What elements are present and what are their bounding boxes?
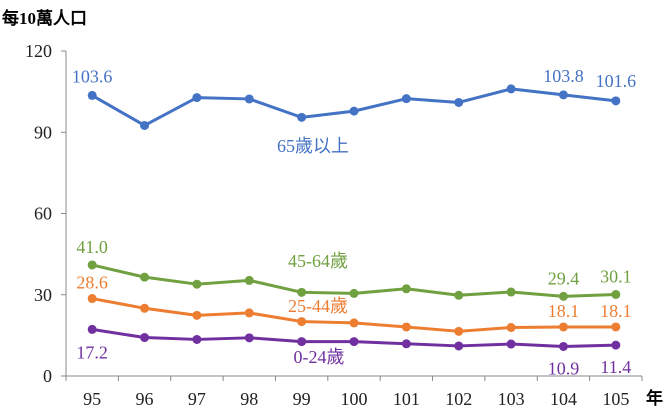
data-point — [611, 96, 621, 106]
data-point — [192, 334, 202, 344]
data-point — [192, 279, 202, 289]
data-point — [506, 287, 516, 297]
data-label: 10.9 — [548, 358, 580, 378]
data-point — [297, 317, 307, 327]
data-point — [401, 284, 411, 294]
data-point — [611, 289, 621, 299]
x-tick-label: 101 — [393, 389, 420, 408]
x-tick-label: 104 — [550, 389, 577, 408]
y-tick-label: 60 — [34, 204, 52, 224]
data-label: 103.8 — [543, 66, 584, 86]
data-point — [558, 291, 568, 301]
x-tick-label: 99 — [293, 389, 311, 408]
data-point — [454, 290, 464, 300]
data-point — [349, 106, 359, 116]
data-point — [401, 322, 411, 332]
x-tick-label: 105 — [602, 389, 629, 408]
data-point — [454, 326, 464, 336]
data-point — [140, 303, 150, 313]
data-point — [454, 341, 464, 351]
data-point — [87, 324, 97, 334]
data-point — [140, 272, 150, 282]
data-label: 101.6 — [596, 71, 637, 91]
y-tick-label: 120 — [25, 41, 52, 61]
y-tick-label: 90 — [34, 122, 52, 142]
data-point — [244, 308, 254, 318]
x-tick-label: 96 — [136, 389, 154, 408]
x-tick-label: 95 — [83, 389, 101, 408]
x-tick-label: 103 — [498, 389, 525, 408]
data-label: 103.6 — [72, 66, 113, 86]
x-tick-label: 97 — [188, 389, 206, 408]
data-point — [558, 90, 568, 100]
data-point — [87, 90, 97, 100]
data-point — [140, 333, 150, 343]
data-point — [297, 287, 307, 297]
data-point — [349, 288, 359, 298]
data-point — [454, 97, 464, 107]
series-name-label: 45-64歲 — [288, 251, 348, 271]
data-label: 11.4 — [600, 357, 631, 377]
y-tick-label: 30 — [34, 285, 52, 305]
data-point — [349, 337, 359, 347]
data-point — [611, 340, 621, 350]
data-point — [87, 294, 97, 304]
x-tick-label: 100 — [341, 389, 368, 408]
y-axis-title: 每10萬人口 — [2, 8, 87, 28]
x-axis-unit: 年 — [646, 388, 663, 408]
data-point — [297, 337, 307, 347]
data-point — [244, 333, 254, 343]
series-name-label: 65歲以上 — [277, 136, 349, 156]
data-point — [506, 84, 516, 94]
data-point — [244, 94, 254, 104]
data-point — [611, 322, 621, 332]
data-point — [349, 318, 359, 328]
data-point — [558, 322, 568, 332]
data-point — [140, 120, 150, 130]
data-point — [192, 93, 202, 103]
data-label: 30.1 — [600, 266, 632, 286]
data-point — [244, 275, 254, 285]
data-point — [401, 94, 411, 104]
data-point — [558, 341, 568, 351]
data-label: 18.1 — [600, 301, 632, 321]
data-point — [401, 339, 411, 349]
data-label: 17.2 — [76, 342, 108, 362]
data-point — [297, 112, 307, 122]
series-name-label: 0-24歲 — [294, 347, 345, 367]
data-point — [192, 310, 202, 320]
data-point — [506, 323, 516, 333]
data-label: 29.4 — [548, 268, 580, 288]
x-tick-label: 98 — [240, 389, 258, 408]
data-point — [87, 260, 97, 270]
data-point — [506, 339, 516, 349]
data-label: 28.6 — [76, 273, 108, 293]
x-tick-label: 102 — [445, 389, 472, 408]
series-name-label: 25-44歲 — [288, 296, 348, 316]
y-tick-label: 0 — [43, 366, 52, 386]
data-label: 18.1 — [548, 301, 580, 321]
data-label: 41.0 — [76, 237, 108, 257]
